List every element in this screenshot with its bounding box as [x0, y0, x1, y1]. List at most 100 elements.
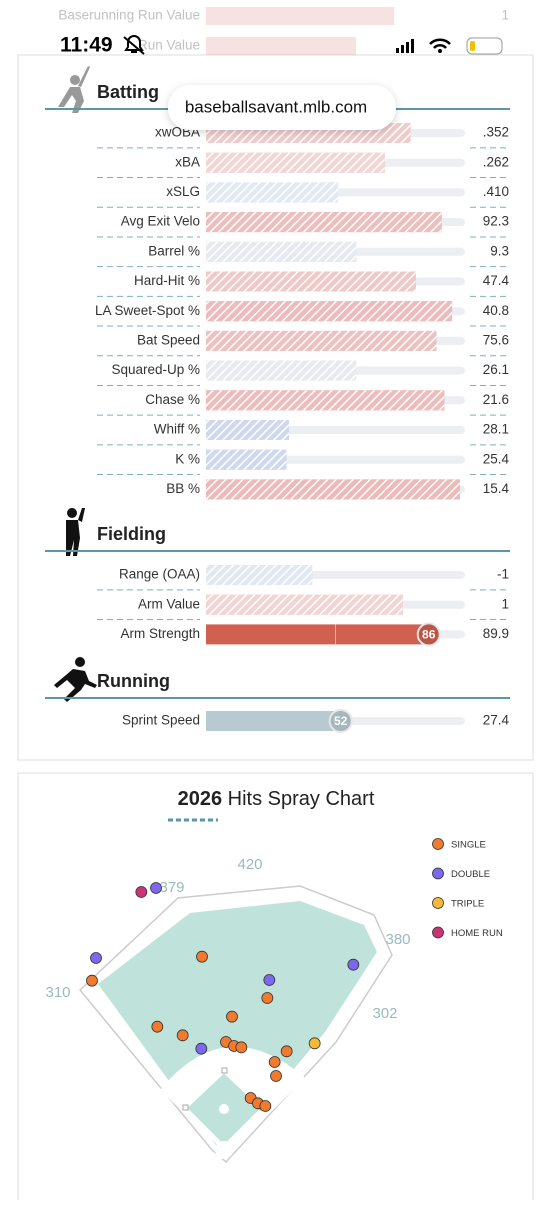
hit-dot: [176, 1029, 189, 1042]
bar-hatch: [206, 152, 385, 173]
hit-dot: [280, 1045, 293, 1058]
metric-label: LA Sweet-Spot %: [95, 303, 200, 318]
hit-dot: [263, 974, 276, 986]
field: [78, 885, 393, 1164]
metric-value: 40.8: [483, 303, 509, 318]
bar-hatch: [206, 360, 357, 381]
bar-hatch: [206, 241, 357, 262]
section-title: Running: [97, 671, 170, 691]
bar-hatch: [206, 212, 442, 233]
metric-label: Arm Value: [138, 596, 200, 611]
url-pill[interactable]: baseballsavant.mlb.com: [168, 85, 396, 130]
url-text: baseballsavant.mlb.com: [185, 97, 367, 116]
clock: 11:49: [60, 34, 113, 57]
hit-dot: [90, 952, 102, 964]
url-bar[interactable]: [168, 85, 396, 130]
faded-value: 1: [501, 8, 509, 23]
metric-label: Chase %: [145, 392, 200, 407]
hit-dot: [196, 950, 208, 963]
runner-icon: [54, 657, 97, 702]
percentile-badge: [328, 709, 353, 733]
spray-year: 2026: [178, 788, 223, 810]
metric-value: 28.1: [483, 422, 509, 437]
metric-label: Avg Exit Velo: [121, 214, 200, 229]
legend-swatch: [432, 867, 444, 880]
metric-value: 89.9: [483, 626, 509, 641]
bar-hatch: [206, 594, 403, 615]
legend-label: TRIPLE: [451, 899, 484, 910]
metric-label: Squared-Up %: [111, 362, 200, 377]
metric-value: 15.4: [483, 481, 510, 496]
hit-dot: [347, 958, 360, 971]
hit-dot: [268, 1056, 281, 1068]
metric-value: 75.6: [483, 332, 509, 347]
faded-label: Baserunning Run Value: [58, 8, 200, 23]
faded-bar: [206, 37, 356, 55]
hit-dot: [308, 1037, 321, 1050]
battery: [466, 37, 503, 55]
hit-dot: [135, 886, 148, 898]
metric-value: 47.4: [483, 273, 510, 288]
percentile-bar: [206, 624, 429, 645]
distance-label: 420: [237, 856, 262, 873]
legend-swatch: [432, 838, 444, 850]
metric-value: .352: [483, 125, 509, 140]
metric-label: Sprint Speed: [122, 713, 200, 728]
metric-value: 92.3: [483, 214, 509, 229]
section-title: Batting: [97, 82, 159, 102]
bar-hatch: [206, 565, 313, 585]
faded-bar: [206, 7, 394, 25]
bar-hatch: [206, 330, 437, 351]
bar-hatch: [206, 271, 416, 292]
hit-dot: [270, 1070, 282, 1082]
hit-dot: [86, 974, 98, 987]
metric-value: 27.4: [483, 713, 510, 728]
fielder-icon: [66, 508, 85, 556]
hit-dot: [226, 1010, 238, 1023]
percentile-badge: [416, 622, 441, 647]
wifi-icon: [429, 38, 451, 49]
hit-dot: [235, 1041, 248, 1054]
metric-value: -1: [497, 567, 509, 582]
hit-dot: [151, 1020, 164, 1033]
section-title: Fielding: [97, 524, 166, 544]
metric-value: 25.4: [483, 451, 510, 466]
metric-label: Whiff %: [154, 422, 200, 437]
bar-hatch: [206, 479, 460, 500]
metric-label: Hard-Hit %: [134, 273, 200, 288]
legend-swatch: [432, 897, 444, 909]
spray-chart: 310 379 420 380 302 SINGLE DOUBLE TRIPLE HOME RU…: [45, 838, 503, 1112]
metric-label: Barrel %: [148, 243, 200, 258]
metric-label: xSLG: [166, 184, 200, 199]
battery-level: [470, 41, 475, 51]
metric-value: .410: [483, 184, 509, 199]
faded-label: Run Value: [138, 38, 200, 53]
metric-value: .262: [483, 154, 509, 169]
percentile-text: 52: [334, 714, 348, 728]
spray-title: 2026 Hits Spray Chart: [178, 788, 375, 810]
status-bar: 11:49: [60, 34, 503, 57]
distance-label: 379: [159, 879, 184, 896]
metric-label: Range (OAA): [119, 567, 200, 582]
legend-swatch: [432, 926, 444, 939]
bar-hatch: [206, 449, 287, 470]
bar-hatch: [206, 390, 445, 411]
legend-label: SINGLE: [451, 840, 486, 851]
metric-label: K %: [175, 451, 200, 466]
metric-label: Bat Speed: [137, 332, 200, 347]
distance-label: 310: [45, 984, 70, 1001]
bar-hatch: [206, 301, 453, 322]
hit-dot: [261, 992, 274, 1004]
metric-value: 9.3: [490, 243, 509, 258]
metric-label: xBA: [175, 154, 200, 169]
mute-icon: [123, 35, 145, 55]
metric-label: BB %: [166, 481, 200, 496]
metric-value: 26.1: [483, 362, 509, 377]
legend-label: HOME RUN: [451, 928, 503, 939]
wifi-dot: [438, 49, 442, 53]
distance-label: 380: [385, 931, 410, 948]
hit-dot: [150, 882, 162, 894]
metric-label: Arm Strength: [120, 626, 200, 641]
